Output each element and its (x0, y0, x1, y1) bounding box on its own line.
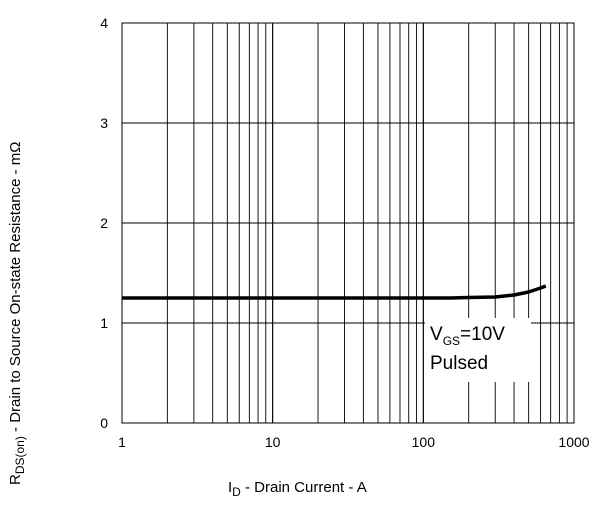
annotation-vgs-main: V (430, 324, 443, 345)
y-axis-label-main: R (7, 474, 24, 485)
y-tick-label: 2 (100, 215, 108, 231)
x-tick-label: 100 (412, 434, 436, 450)
annotation-vgs: VGS=10V (430, 324, 505, 348)
x-axis-label-main: I (228, 479, 232, 496)
y-tick-label: 3 (100, 115, 108, 131)
y-tick-labels: 0 1 2 3 4 (100, 15, 108, 431)
annotation-background (425, 318, 531, 382)
y-axis-label-rest: - Drain to Source On-state Resistance - … (7, 141, 24, 436)
x-tick-label: 1 (118, 434, 126, 450)
x-axis-label-sub: D (232, 485, 241, 499)
annotation-vgs-rest: =10V (460, 324, 505, 345)
x-axis-label-rest: - Drain Current - A (241, 479, 367, 496)
grid (122, 23, 574, 423)
y-tick-label: 1 (100, 315, 108, 331)
plot-frame (121, 22, 575, 424)
series-line (122, 284, 547, 300)
x-axis-label: ID - Drain Current - A (228, 479, 367, 499)
x-tick-label: 1000 (558, 434, 589, 450)
y-tick-label: 0 (100, 415, 108, 431)
y-axis-label-sub: DS(on) (13, 436, 27, 474)
annotation-pulsed: Pulsed (430, 353, 488, 374)
x-tick-labels: 1 10 100 1000 (118, 434, 590, 450)
y-axis-label: RDS(on) - Drain to Source On-state Resis… (7, 141, 27, 485)
annotation-vgs-sub: GS (443, 334, 460, 348)
y-tick-label: 4 (100, 15, 108, 31)
x-tick-label: 10 (265, 434, 281, 450)
